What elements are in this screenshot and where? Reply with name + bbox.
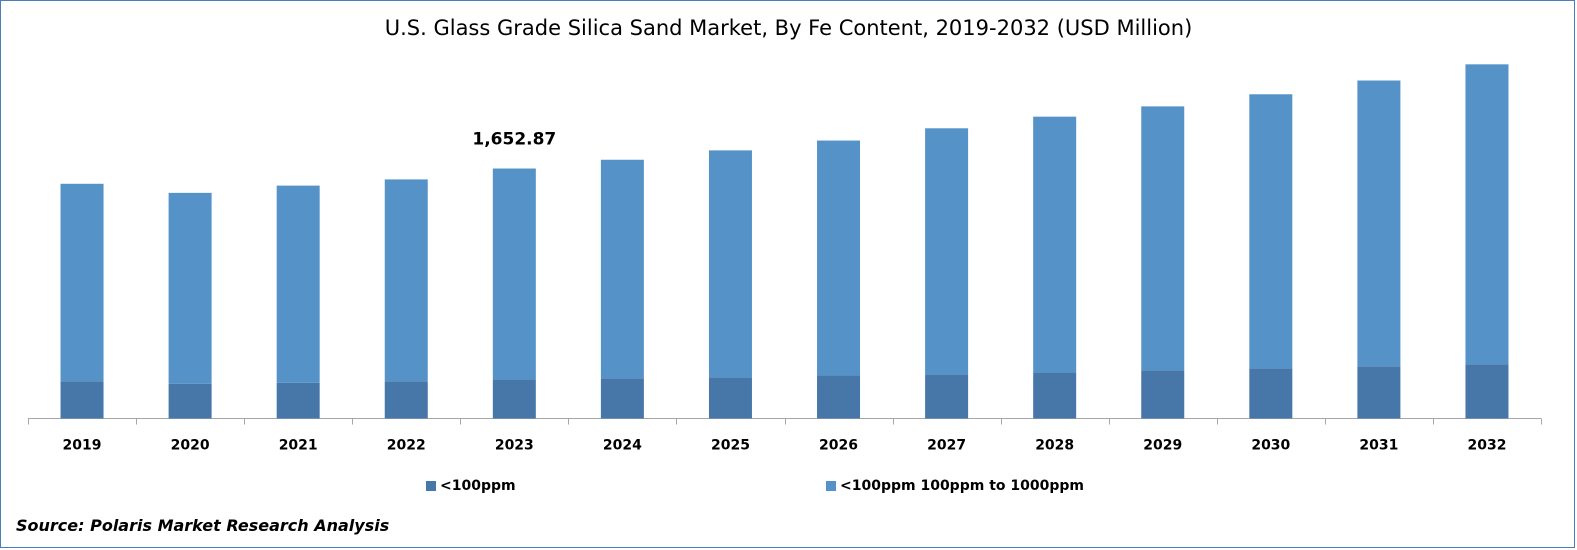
bar-segment-under-100ppm-2025 [708, 377, 752, 419]
x-tick-label: 2021 [279, 438, 318, 454]
bar-segment-100-to-1000ppm-2028 [1033, 116, 1077, 373]
x-tick-label: 2029 [1143, 438, 1182, 454]
bar-segment-100-to-1000ppm-2029 [1141, 106, 1185, 371]
x-tick-label: 2020 [171, 438, 210, 454]
x-tick-label: 2023 [495, 438, 534, 454]
x-tick-label: 2025 [711, 438, 750, 454]
x-tick-label: 2032 [1467, 438, 1506, 454]
bar-segment-under-100ppm-2021 [276, 382, 320, 419]
x-tick-label: 2022 [387, 438, 426, 454]
source-note: Source: Polaris Market Research Analysis [16, 516, 390, 535]
x-tick-label: 2024 [603, 438, 642, 454]
bar-segment-under-100ppm-2028 [1033, 372, 1077, 419]
bar-segment-under-100ppm-2026 [817, 375, 861, 419]
legend-item-under-100ppm: <100ppm [426, 478, 516, 494]
bar-segment-100-to-1000ppm-2026 [817, 140, 861, 376]
x-tick-label: 2030 [1251, 438, 1290, 454]
bar-segment-100-to-1000ppm-2024 [600, 159, 644, 379]
x-tick-label: 2028 [1035, 438, 1074, 454]
bar-segment-under-100ppm-2019 [60, 381, 104, 419]
bar-segment-100-to-1000ppm-2022 [384, 179, 428, 382]
bar-segment-100-to-1000ppm-2032 [1465, 64, 1509, 365]
bar-segment-under-100ppm-2030 [1249, 368, 1293, 419]
chart-title: U.S. Glass Grade Silica Sand Market, By … [384, 16, 1193, 40]
legend-swatch-100-to-1000ppm [826, 481, 836, 491]
bar-segment-under-100ppm-2027 [925, 374, 969, 419]
bar-segment-under-100ppm-2023 [492, 379, 536, 419]
data-label: 1,652.87 [472, 130, 556, 150]
bar-segment-under-100ppm-2022 [384, 381, 428, 419]
bar-segment-100-to-1000ppm-2021 [276, 185, 320, 383]
bar-segment-100-to-1000ppm-2023 [492, 168, 536, 380]
bar-segment-100-to-1000ppm-2027 [925, 128, 969, 375]
bar-segment-under-100ppm-2024 [600, 378, 644, 419]
x-tick-label: 2031 [1359, 438, 1398, 454]
bar-segment-100-to-1000ppm-2019 [60, 183, 104, 382]
legend-label-under-100ppm: <100ppm [440, 478, 516, 494]
bar-segment-100-to-1000ppm-2031 [1357, 80, 1401, 367]
bar-segment-under-100ppm-2032 [1465, 364, 1509, 419]
x-tick-label: 2026 [819, 438, 858, 454]
bar-segment-100-to-1000ppm-2030 [1249, 94, 1293, 369]
x-tick-label: 2027 [927, 438, 966, 454]
legend-label-100-to-1000ppm: <100ppm 100ppm to 1000ppm [840, 478, 1084, 494]
legend-swatch-under-100ppm [426, 481, 436, 491]
bar-segment-under-100ppm-2031 [1357, 366, 1401, 419]
legend-item-100-to-1000ppm: <100ppm 100ppm to 1000ppm [826, 478, 1084, 494]
bar-segment-under-100ppm-2020 [168, 383, 212, 419]
bar-segment-100-to-1000ppm-2020 [168, 192, 212, 384]
x-tick-label: 2019 [63, 438, 102, 454]
bar-segment-under-100ppm-2029 [1141, 370, 1185, 419]
bar-segment-100-to-1000ppm-2025 [708, 150, 752, 378]
